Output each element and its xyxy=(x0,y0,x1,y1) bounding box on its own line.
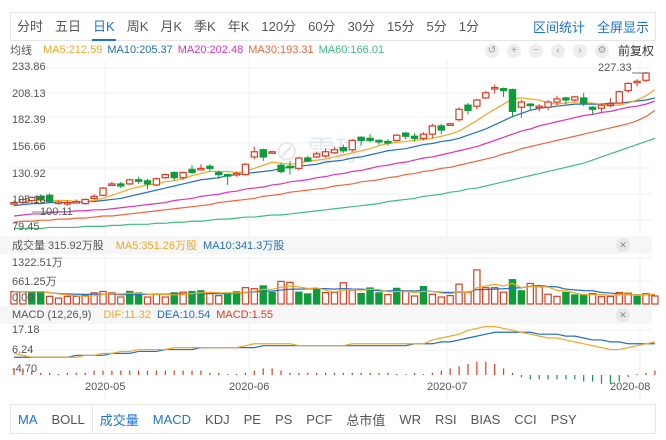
indicator-tab-11[interactable]: BIAS xyxy=(470,411,501,427)
x-tick-2020-08: 2020-08 xyxy=(610,381,651,393)
x-tick-2020-06: 2020-06 xyxy=(229,381,270,393)
volume-title: 成交量 315.92万股 xyxy=(12,240,104,252)
fullscreen-link[interactable]: 全屏显示 xyxy=(596,20,649,35)
period-tab-12[interactable]: 1分 xyxy=(458,19,479,34)
price-tick: 105.18 xyxy=(12,194,46,207)
indicator-tab-1[interactable]: BOLL xyxy=(51,411,85,427)
macd-axis-min: -4.70 xyxy=(12,363,38,375)
period-tab-3[interactable]: 周K xyxy=(126,19,149,34)
period-tab-0[interactable]: 分时 xyxy=(17,19,44,34)
price-tick: 156.66 xyxy=(12,140,46,153)
ma5-value: MA5:212.59 xyxy=(43,44,103,56)
price-tick: 233.86 xyxy=(12,61,46,73)
indicator-tab-13[interactable]: PSY xyxy=(550,411,577,427)
price-tick: 130.92 xyxy=(12,167,46,180)
ma-legend: 均线 MA5:212.59 MA10:205.37 MA20:202.48 MA… xyxy=(10,42,656,58)
volume-ma5: MA5:351.26万股 xyxy=(115,240,198,252)
price-adjust-select[interactable]: 前复权 xyxy=(617,44,654,58)
indicator-tab-10[interactable]: RSI xyxy=(434,411,457,427)
settings-icon[interactable]: ⚙ xyxy=(594,43,609,58)
zoom-in-icon[interactable]: + xyxy=(506,43,521,58)
macd-dea: DEA:10.54 xyxy=(156,309,211,321)
ma20-value: MA20:202.48 xyxy=(177,44,244,56)
period-tab-bar: 分时 五日 日K 周K 月K 季K 年K 120分 60分 30分 15分 5分 1分 区间统计 全屏显… xyxy=(10,12,656,41)
volume-axis-max: 1322.51万 xyxy=(12,257,63,269)
low-price-marker: 100.11 xyxy=(40,206,73,218)
undo-icon[interactable]: ↺ xyxy=(484,43,499,58)
volume-axis-mid: 661.25万 xyxy=(12,276,57,288)
tab-divider xyxy=(91,404,93,434)
macd-title: MACD (12,26,9) xyxy=(12,309,92,321)
macd-axis-max: 17.18 xyxy=(12,324,40,336)
indicator-tab-4[interactable]: KDJ xyxy=(205,411,230,427)
period-tab-4[interactable]: 月K xyxy=(160,19,183,34)
indicator-tab-9[interactable]: WR xyxy=(399,411,421,427)
indicator-tab-5[interactable]: PE xyxy=(243,411,261,427)
period-tab-6[interactable]: 年K xyxy=(227,19,250,34)
pan-left-icon[interactable]: ‹ xyxy=(550,43,565,58)
ma-legend-title: 均线 xyxy=(10,45,32,57)
volume-header: 成交量 315.92万股 MA5:351.26万股 MA10:341.3万股 ✕ xyxy=(0,236,652,254)
period-tab-10[interactable]: 15分 xyxy=(387,19,415,34)
macd-header: MACD (12,26,9) DIF:11.32 DEA:10.54 MACD:… xyxy=(0,306,652,324)
period-tab-5[interactable]: 季K xyxy=(194,19,216,34)
high-price-marker: 227.33 xyxy=(598,62,632,74)
top-links: 区间统计 全屏显示 xyxy=(527,17,655,36)
svg-text:⊘ 雪球: ⊘ 雪球 xyxy=(275,134,363,167)
indicator-tab-12[interactable]: CCI xyxy=(514,411,537,427)
period-tab-7[interactable]: 120分 xyxy=(261,19,297,34)
indicator-tab-6[interactable]: PS xyxy=(274,411,293,427)
x-tick-2020-05: 2020-05 xyxy=(85,381,126,393)
x-tick-2020-07: 2020-07 xyxy=(427,381,468,393)
macd-value: MACD:1.55 xyxy=(216,309,274,321)
period-tabs: 分时 五日 日K 周K 月K 季K 年K 120分 60分 30分 15分 5分 1分 xyxy=(11,13,485,41)
price-tick: 208.13 xyxy=(12,87,46,100)
ma10-value: MA10:205.37 xyxy=(107,44,173,56)
period-tab-8[interactable]: 60分 xyxy=(308,19,336,34)
kline-chart[interactable]: ⊘ 雪球 xyxy=(0,0,666,404)
chart-controls: ↺ + − ‹ › ⚙ 前复权 xyxy=(477,42,654,59)
pan-right-icon[interactable]: › xyxy=(572,43,587,58)
indicator-tabs: MA BOLL 成交量 MACD KDJ PE PS PCF 总市值 WR RSI BIAS CCI PS… xyxy=(11,404,584,434)
ma30-value: MA30:193.31 xyxy=(248,44,314,56)
indicator-tab-3[interactable]: MACD xyxy=(152,411,192,427)
indicator-tab-bar: MA BOLL 成交量 MACD KDJ PE PS PCF 总市值 WR RSI BIAS CCI PS… xyxy=(10,404,656,434)
macd-dif: DIF:11.32 xyxy=(103,309,151,321)
volume-ma10: MA10:341.3万股 xyxy=(203,240,285,252)
range-stats-link[interactable]: 区间统计 xyxy=(532,20,585,35)
zoom-out-icon[interactable]: − xyxy=(528,43,543,58)
close-macd-icon[interactable]: ✕ xyxy=(616,308,630,322)
indicator-tab-8[interactable]: 总市值 xyxy=(346,412,386,428)
period-tab-2[interactable]: 日K xyxy=(87,13,121,41)
close-volume-icon[interactable]: ✕ xyxy=(616,238,630,252)
price-tick: 79.45 xyxy=(12,221,40,233)
indicator-tab-2[interactable]: 成交量 xyxy=(99,412,139,428)
period-tab-9[interactable]: 30分 xyxy=(347,19,376,34)
period-tab-11[interactable]: 5分 xyxy=(426,19,447,34)
volume-axis-zero: 0.00 xyxy=(12,292,34,304)
indicator-tab-0[interactable]: MA xyxy=(18,411,38,427)
indicator-tab-7[interactable]: PCF xyxy=(306,411,333,427)
macd-axis-mid: 6.24 xyxy=(12,344,34,356)
ma60-value: MA60:166.01 xyxy=(318,44,385,56)
price-tick: 182.39 xyxy=(12,114,46,127)
period-tab-1[interactable]: 五日 xyxy=(55,19,82,34)
